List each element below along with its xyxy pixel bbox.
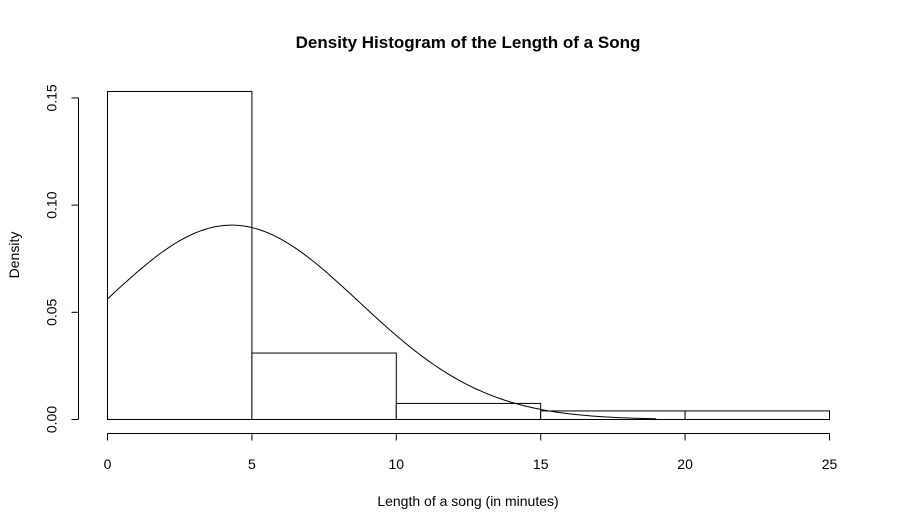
chart-title: Density Histogram of the Length of a Son… — [296, 33, 641, 52]
x-tick-label: 20 — [677, 456, 693, 472]
x-tick-label: 10 — [389, 456, 405, 472]
density-curve-layer — [107, 224, 657, 420]
histogram-bar — [251, 352, 397, 420]
x-tick-label: 0 — [104, 456, 112, 472]
histogram-bar — [540, 410, 686, 420]
density-curve — [107, 224, 657, 420]
x-tick-label: 15 — [533, 456, 549, 472]
x-tick-label: 25 — [822, 456, 838, 472]
x-axis: 0 5 10 15 20 25 — [104, 433, 838, 472]
histogram-bars — [107, 91, 830, 421]
y-tick-label: 0.15 — [44, 84, 60, 111]
histogram-bar — [395, 402, 542, 421]
y-tick-label: 0.00 — [44, 406, 60, 433]
x-axis-label: Length of a song (in minutes) — [377, 493, 558, 509]
x-tick-label: 5 — [248, 456, 256, 472]
y-axis-label: Density — [6, 232, 22, 279]
y-tick-label: 0.05 — [44, 298, 60, 325]
histogram-bar — [107, 91, 253, 420]
y-tick-label: 0.10 — [44, 191, 60, 218]
histogram-bar — [684, 410, 830, 420]
y-axis: 0.00 0.05 0.10 0.15 — [44, 84, 79, 433]
